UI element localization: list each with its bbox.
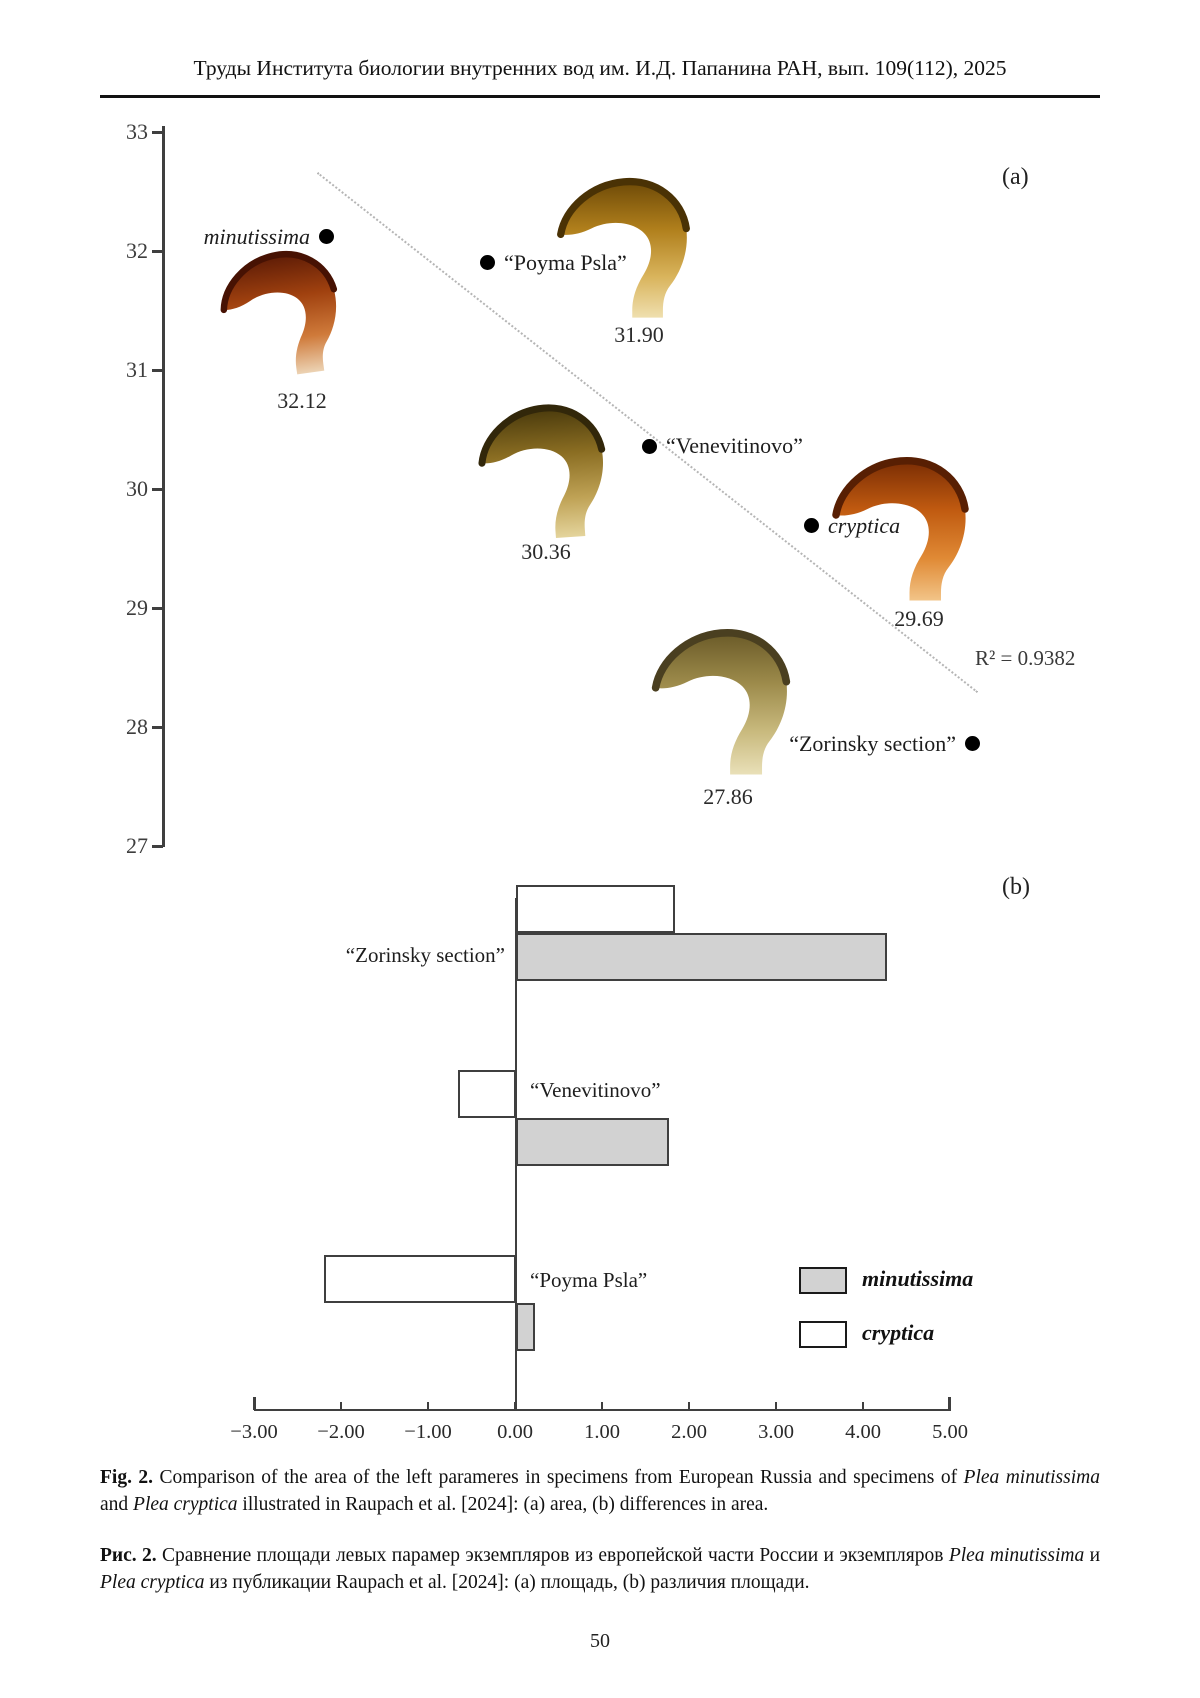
paramere-photo-poyma-psla: [557, 178, 690, 318]
scatter-point-venevitinovo: “Venevitinovo”: [642, 433, 803, 459]
panel-a-label: (a): [1002, 164, 1029, 190]
area-value-venevitinovo: 30.36: [521, 539, 571, 564]
x-axis-tick: [514, 1402, 516, 1409]
x-axis-endcap: [253, 1397, 256, 1410]
scatter-point-poyma-psla: “Poyma Psla”: [480, 250, 627, 276]
x-tick-label: 2.00: [671, 1421, 707, 1443]
point-label: “Poyma Psla”: [504, 249, 627, 275]
area-value-cryptica: 29.69: [894, 606, 944, 631]
x-axis-tick: [775, 1402, 777, 1409]
x-axis-tick: [862, 1402, 864, 1409]
bar-cryptica-zorinsky: [516, 885, 676, 933]
y-axis-tick: [152, 131, 163, 134]
y-axis-tick: [152, 488, 163, 491]
y-tick-label: 32: [126, 238, 148, 263]
y-axis-tick: [152, 726, 163, 729]
page-number: 50: [590, 1630, 610, 1652]
data-point-dot: [642, 438, 657, 454]
figure-caption-russian: Рис. 2. Сравнение площади левых парамер …: [100, 1545, 1101, 1594]
bar-cryptica-venevitinovo: [457, 1070, 516, 1118]
area-value-minutissima: 32.12: [277, 388, 327, 413]
x-tick-label: 0.00: [497, 1421, 533, 1443]
y-tick-label: 31: [126, 357, 148, 382]
bar-minutissima-zorinsky: [516, 933, 887, 981]
point-label: “Zorinsky section”: [789, 730, 956, 756]
legend-label-minutissima: minutissima: [862, 1266, 974, 1291]
x-tick-label: −1.00: [404, 1421, 452, 1443]
x-tick-label: 5.00: [932, 1421, 968, 1443]
paramere-photo-cryptica: [832, 457, 969, 601]
paramere-photo-zorinsky-section: [651, 629, 791, 775]
category-label-poyma: “Poyma Psla”: [530, 1268, 648, 1292]
area-value-zorinsky-section: 27.86: [703, 784, 753, 809]
data-point-dot: [804, 518, 819, 534]
header-rule: [100, 95, 1100, 98]
panel-b-label: (b): [1002, 874, 1030, 900]
bar-minutissima-venevitinovo: [516, 1118, 670, 1166]
data-point-dot: [480, 255, 495, 271]
area-value-poyma-psla: 31.90: [614, 322, 664, 347]
data-point-dot: [319, 229, 334, 245]
x-axis-tick: [427, 1402, 429, 1409]
r-squared-label: R² = 0.9382: [975, 646, 1076, 670]
category-label-venevitinovo: “Venevitinovo”: [530, 1078, 661, 1102]
legend-swatch-minutissima: [799, 1267, 847, 1294]
point-label: cryptica: [828, 512, 901, 538]
y-axis: [162, 126, 165, 847]
x-axis-endcap: [948, 1397, 951, 1410]
point-label: “Venevitinovo”: [666, 433, 803, 459]
bar-cryptica-poyma: [323, 1255, 516, 1303]
legend-label-cryptica: cryptica: [862, 1320, 935, 1345]
bar-minutissima-poyma: [516, 1303, 536, 1351]
paramere-photo-minutissima: [220, 251, 338, 375]
journal-header: Труды Института биологии внутренних вод …: [193, 56, 1007, 80]
x-tick-label: 1.00: [584, 1421, 620, 1443]
legend-swatch-cryptica: [799, 1321, 847, 1348]
scatter-point-cryptica: cryptica: [804, 513, 900, 539]
y-axis-tick: [152, 845, 163, 848]
scatter-point-zorinsky-section: “Zorinsky section”: [789, 731, 980, 757]
x-axis: [254, 1409, 951, 1411]
y-tick-label: 27: [126, 833, 148, 858]
x-axis-tick: [688, 1402, 690, 1409]
x-tick-label: −3.00: [230, 1421, 278, 1443]
y-tick-label: 30: [126, 476, 148, 501]
paramere-photo-venevitinovo: [478, 404, 606, 539]
scatter-point-minutissima: minutissima: [204, 224, 334, 250]
x-tick-label: −2.00: [317, 1421, 365, 1443]
data-point-dot: [965, 736, 980, 752]
figure-caption-english: Fig. 2. Comparison of the area of the le…: [100, 1467, 1100, 1516]
x-axis-tick: [340, 1402, 342, 1409]
x-axis-tick: [601, 1402, 603, 1409]
y-axis-tick: [152, 607, 163, 610]
y-axis-tick: [152, 369, 163, 372]
y-tick-label: 33: [126, 119, 148, 144]
x-tick-label: 3.00: [758, 1421, 794, 1443]
y-tick-label: 28: [126, 714, 148, 739]
point-label: minutissima: [203, 223, 310, 249]
x-tick-label: 4.00: [845, 1421, 881, 1443]
y-axis-tick: [152, 250, 163, 253]
category-label-zorinsky: “Zorinsky section”: [345, 943, 505, 967]
y-tick-label: 29: [126, 595, 148, 620]
